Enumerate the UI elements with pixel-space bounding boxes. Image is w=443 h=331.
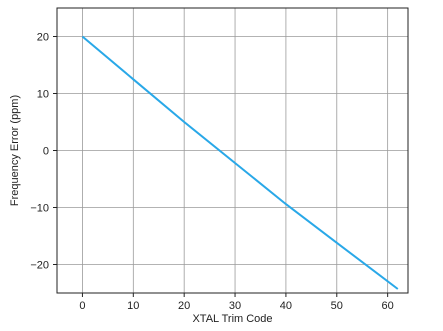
x-tick-label: 60: [382, 300, 394, 312]
y-tick-label: 10: [37, 89, 49, 101]
x-tick-label: 50: [331, 300, 343, 312]
series-line-0: [81, 35, 399, 290]
x-axis-ticks: 0 10 20 30 40 50 60: [79, 293, 394, 312]
y-axis-label: Frequency Error (ppm): [9, 95, 21, 206]
x-tick-label: 10: [127, 300, 139, 312]
grid: [57, 8, 408, 293]
y-tick-label: 0: [43, 146, 49, 158]
y-tick-label: −10: [30, 203, 49, 215]
y-tick-label: 20: [37, 32, 49, 44]
x-axis-label: XTAL Trim Code: [192, 313, 272, 325]
x-tick-label: 0: [79, 300, 85, 312]
y-tick-label: −20: [30, 260, 49, 272]
x-tick-label: 20: [178, 300, 190, 312]
x-tick-label: 30: [229, 300, 241, 312]
x-tick-label: 40: [280, 300, 292, 312]
y-axis-ticks: 20 10 0 −10 −20: [30, 32, 57, 272]
series-layer: [81, 35, 399, 290]
plot-frame: [56, 7, 409, 294]
